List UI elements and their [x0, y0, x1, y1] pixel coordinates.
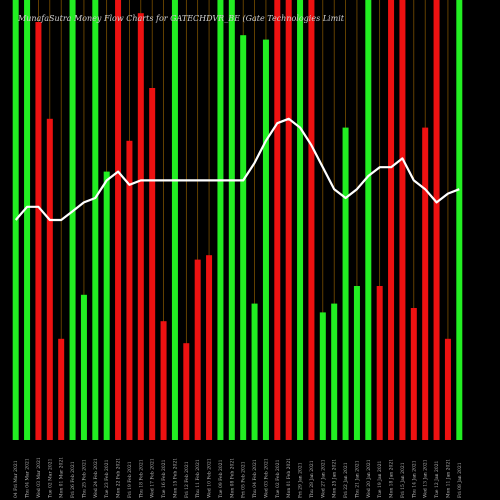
bar — [80, 294, 87, 440]
bar — [297, 0, 304, 440]
x-tick-label: Mon 25 Jan 2021 — [332, 459, 338, 498]
x-tick-label: Tue 02 Mar 2021 — [47, 458, 53, 498]
x-tick-label: Mon 01 Feb 2021 — [286, 458, 292, 498]
x-tick-label: Wed 13 Jan 2021 — [423, 459, 429, 498]
bar — [444, 338, 451, 440]
bar — [365, 0, 372, 440]
bar — [285, 0, 292, 440]
bar — [35, 22, 42, 440]
bar — [183, 343, 190, 440]
bar — [251, 303, 258, 440]
x-tick-label: Wed 03 Feb 2021 — [263, 458, 269, 498]
x-tick-label: Thu 25 Feb 2021 — [81, 459, 87, 498]
bar — [228, 0, 235, 440]
x-tick-label: Fri 29 Jan 2021 — [298, 462, 304, 498]
bars — [12, 0, 463, 441]
x-tick-label: Mon 18 Jan 2021 — [389, 459, 395, 498]
bar — [353, 286, 360, 440]
bar — [388, 0, 395, 440]
x-tick-label: Fri 26 Feb 2021 — [70, 461, 76, 498]
x-tick-label: Thu 04 Mar 2021 — [25, 458, 31, 498]
x-tick-label: Wed 24 Feb 2021 — [93, 458, 99, 498]
x-tick-label: Thu 04 Feb 2021 — [252, 459, 258, 498]
x-tick-label: Fri 19 Feb 2021 — [127, 461, 133, 498]
x-tick-label: Tue 12 Jan 2021 — [434, 460, 440, 498]
bar — [376, 286, 383, 440]
x-tick-label: Mon 11 Jan 2021 — [445, 459, 451, 498]
bar — [308, 0, 315, 440]
bar — [46, 118, 53, 441]
x-tick-label: Wed 27 Jan 2021 — [320, 459, 326, 498]
x-tick-label: Mon 08 Feb 2021 — [229, 458, 235, 498]
bar — [12, 0, 19, 440]
x-tick-label: Wed 20 Jan 2021 — [366, 459, 372, 498]
flow-line — [14, 117, 460, 222]
bar — [115, 0, 122, 440]
bar — [171, 0, 178, 440]
x-tick-label: Fri 22 Jan 2021 — [343, 462, 349, 498]
bar — [422, 127, 429, 440]
bar — [456, 0, 463, 440]
bar — [331, 303, 338, 440]
bar — [217, 0, 224, 440]
x-tick-label: Wed 10 Feb 2021 — [207, 458, 213, 498]
bar — [160, 321, 167, 440]
x-tick-label: Tue 23 Feb 2021 — [104, 459, 110, 498]
x-tick-label: Fri 05 Feb 2021 — [241, 461, 247, 498]
x-tick-label: Fri 15 Jan 2021 — [400, 462, 406, 498]
bar — [240, 35, 247, 440]
x-tick-label: Mon 01 Mar 2021 — [59, 457, 65, 498]
x-tick-label: Thu 14 Jan 2021 — [411, 460, 417, 498]
tick-labels: 04 Fri Mar 2021 Thu 04 Mar 2021 Wed 03 Mar… — [13, 457, 463, 498]
bar — [92, 0, 99, 440]
x-tick-label: Fri 12 Feb 2021 — [184, 461, 190, 498]
x-tick-label: Fri 08 Jan 2021 — [457, 462, 463, 498]
bar — [410, 308, 417, 440]
x-tick-label: Thu 21 Jan 2021 — [354, 460, 360, 498]
bar — [262, 39, 269, 440]
x-tick-label: Wed 17 Feb 2021 — [150, 458, 156, 498]
x-tick-label: Tue 09 Feb 2021 — [218, 459, 224, 498]
bar — [194, 259, 201, 440]
x-tick-label: Tue 16 Feb 2021 — [161, 459, 167, 498]
x-tick-label: Thu 18 Feb 2021 — [138, 459, 144, 498]
x-tick-label: Mon 15 Feb 2021 — [172, 458, 178, 498]
bar — [126, 140, 133, 441]
bar — [103, 171, 110, 440]
bar — [274, 0, 281, 440]
bar — [137, 13, 144, 440]
x-tick-label: Tue 02 Feb 2021 — [275, 459, 281, 498]
x-tick-label: 04 Fri Mar 2021 — [13, 460, 19, 498]
bar — [319, 312, 326, 440]
x-tick-label: Mon 22 Feb 2021 — [116, 458, 122, 498]
bar — [24, 0, 31, 440]
bar — [342, 127, 349, 440]
flow-line-path — [14, 117, 460, 222]
bar — [206, 255, 213, 440]
bar — [58, 338, 65, 440]
x-tick-label: Wed 03 Mar 2021 — [36, 457, 42, 498]
x-tick-label: Thu 11 Feb 2021 — [195, 459, 201, 498]
bar — [69, 0, 76, 440]
x-tick-label: Thu 28 Jan 2021 — [309, 460, 315, 498]
chart-title: MunafaSutra Money Flow Charts for GATECH… — [18, 14, 344, 23]
bar — [149, 88, 156, 440]
x-tick-label: Tue 19 Jan 2021 — [377, 460, 383, 498]
bar — [433, 0, 440, 440]
bar — [399, 0, 406, 440]
